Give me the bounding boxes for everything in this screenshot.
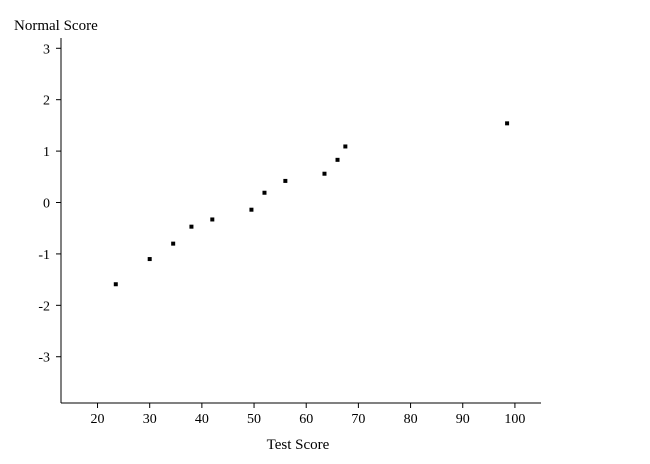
y-axis-title: Normal Score [14,18,98,34]
data-point [147,257,152,262]
x-axis-title: Test Score [267,437,330,453]
x-tick-label: 60 [299,412,313,427]
data-point [505,121,510,126]
x-tick-label: 80 [404,412,418,427]
data-point [189,224,194,229]
data-point [249,207,254,212]
data-point [322,171,327,176]
y-tick-label: 3 [43,42,50,57]
x-axis-ticks: 20 30 40 50 60 70 80 90 100 [91,403,525,427]
y-axis-ticks: 3 2 1 0 -1 -2 -3 [38,42,61,366]
data-points [113,121,510,287]
data-point [262,190,267,195]
data-point [343,144,348,149]
x-tick-label: 20 [91,412,105,427]
x-tick-label: 100 [504,412,525,427]
x-tick-label: 30 [143,412,157,427]
y-tick-label: 2 [43,94,50,109]
data-point [335,157,340,162]
x-tick-label: 70 [351,412,365,427]
y-tick-label: 1 [43,145,50,160]
y-tick-label: -2 [38,299,50,314]
data-point [283,178,288,183]
x-tick-label: 40 [195,412,209,427]
data-point [210,217,215,222]
y-tick-label: 0 [43,197,50,212]
y-tick-label: -3 [38,351,50,366]
data-point [113,282,118,287]
data-point [171,241,176,246]
y-tick-label: -1 [38,248,50,263]
x-tick-label: 90 [456,412,470,427]
x-tick-label: 50 [247,412,261,427]
